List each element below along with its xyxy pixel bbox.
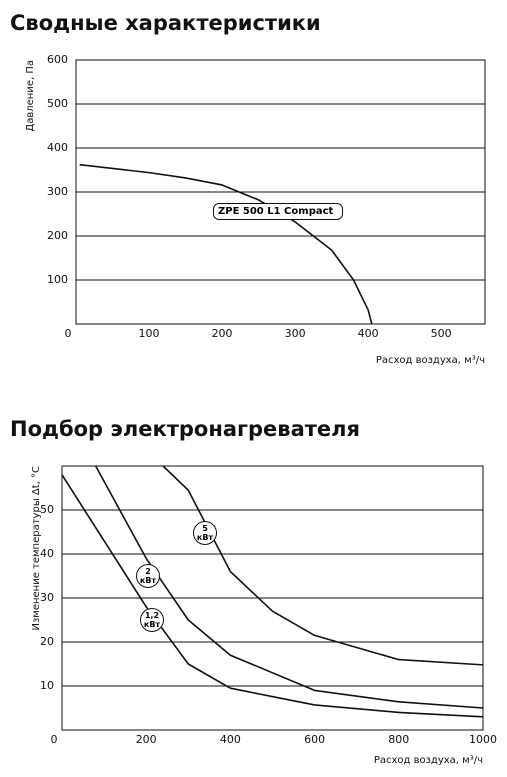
series-label: 2 кВт xyxy=(136,564,160,588)
x-tick-label: 200 xyxy=(212,327,233,340)
x-tick-label: 500 xyxy=(431,327,452,340)
x-axis-label: Расход воздуха, м³/ч xyxy=(376,355,485,366)
y-tick-label: 300 xyxy=(47,185,68,198)
chart-title: Сводные характеристики xyxy=(10,11,321,35)
series-label: ZPE 500 L1 Compact xyxy=(213,203,343,220)
y-axis-label: Давление, Па xyxy=(25,60,36,132)
y-tick-label: 100 xyxy=(47,273,68,286)
y-tick-label: 600 xyxy=(47,53,68,66)
series-label-box: 5 кВт xyxy=(193,521,217,545)
line-series xyxy=(79,163,373,325)
x-tick-label: 200 xyxy=(136,733,157,746)
x-axis-label: Расход воздуха, м³/ч xyxy=(374,755,483,766)
y-axis-label: Изменение температуры Δt, °C xyxy=(31,466,42,631)
line-series xyxy=(94,465,484,709)
y-tick-label: 500 xyxy=(47,97,68,110)
series-label: 5 кВт xyxy=(193,521,217,545)
x-tick-label: 400 xyxy=(220,733,241,746)
line-series xyxy=(61,474,484,718)
y-tick-label: 50 xyxy=(40,503,54,516)
x-tick-label: 0 xyxy=(65,327,72,340)
series-label-box: 2 кВт xyxy=(136,564,160,588)
x-tick-label: 0 xyxy=(51,733,58,746)
y-tick-label: 20 xyxy=(40,635,54,648)
y-tick-label: 30 xyxy=(40,591,54,604)
y-tick-label: 10 xyxy=(40,679,54,692)
y-tick-label: 200 xyxy=(47,229,68,242)
x-tick-label: 300 xyxy=(285,327,306,340)
y-tick-label: 40 xyxy=(40,547,54,560)
x-tick-label: 100 xyxy=(139,327,160,340)
line-series xyxy=(162,465,484,666)
series-label: 1,2 кВт xyxy=(140,608,164,632)
x-tick-label: 400 xyxy=(358,327,379,340)
series-label-box: ZPE 500 L1 Compact xyxy=(213,203,343,220)
x-tick-label: 800 xyxy=(388,733,409,746)
y-tick-label: 400 xyxy=(47,141,68,154)
chart-title: Подбор электронагревателя xyxy=(10,417,360,441)
x-tick-label: 600 xyxy=(304,733,325,746)
series-label-box: 1,2 кВт xyxy=(140,608,164,632)
x-tick-label: 1000 xyxy=(469,733,497,746)
